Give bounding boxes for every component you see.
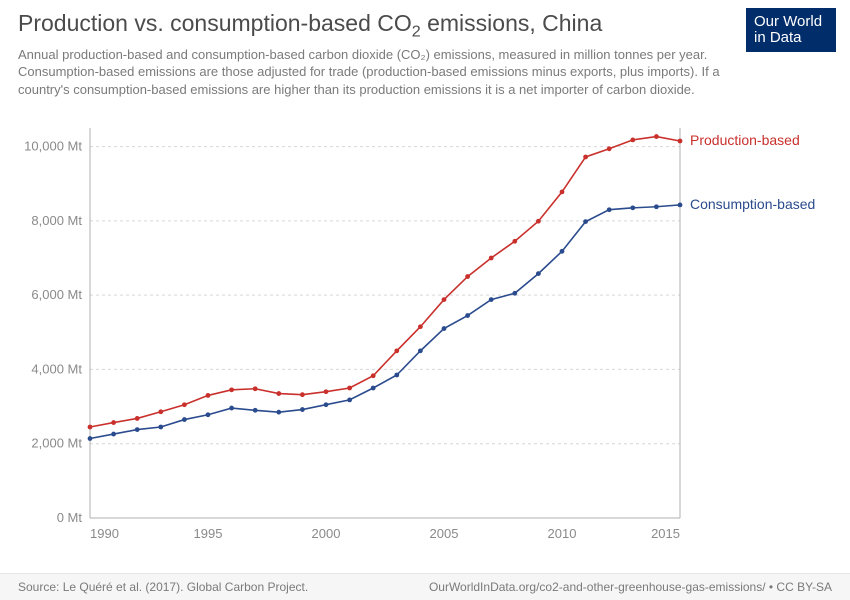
series-marker bbox=[111, 420, 116, 425]
x-tick-label: 2000 bbox=[312, 526, 341, 541]
page-subtitle: Annual production-based and consumption-… bbox=[18, 46, 738, 99]
logo-line1: Our World bbox=[754, 14, 828, 30]
series-marker bbox=[324, 402, 329, 407]
x-tick-label: 2005 bbox=[430, 526, 459, 541]
series-marker bbox=[512, 239, 517, 244]
series-marker bbox=[182, 417, 187, 422]
series-marker bbox=[135, 416, 140, 421]
series-marker bbox=[583, 155, 588, 160]
footer: Source: Le Quéré et al. (2017). Global C… bbox=[0, 573, 850, 600]
series-marker bbox=[654, 204, 659, 209]
y-tick-label: 4,000 Mt bbox=[31, 361, 82, 376]
y-tick-label: 0 Mt bbox=[57, 510, 83, 525]
series-marker bbox=[536, 271, 541, 276]
series-marker bbox=[465, 274, 470, 279]
series-marker bbox=[630, 137, 635, 142]
series-marker bbox=[324, 389, 329, 394]
series-marker bbox=[300, 392, 305, 397]
series-marker bbox=[276, 391, 281, 396]
series-marker bbox=[229, 406, 234, 411]
series-marker bbox=[465, 313, 470, 318]
series-line bbox=[90, 137, 680, 427]
source-text: Source: Le Quéré et al. (2017). Global C… bbox=[18, 580, 308, 594]
series-label: Consumption-based bbox=[690, 196, 815, 212]
series-marker bbox=[607, 146, 612, 151]
series-line bbox=[90, 205, 680, 439]
x-tick-label: 1995 bbox=[194, 526, 223, 541]
series-marker bbox=[536, 219, 541, 224]
series-marker bbox=[489, 256, 494, 261]
series-marker bbox=[206, 412, 211, 417]
series-marker bbox=[300, 407, 305, 412]
series-marker bbox=[88, 425, 93, 430]
series-marker bbox=[442, 326, 447, 331]
series-marker bbox=[560, 189, 565, 194]
series-marker bbox=[229, 387, 234, 392]
series-marker bbox=[418, 324, 423, 329]
title-part-a: Production vs. consumption-based CO bbox=[18, 10, 412, 36]
page-title: Production vs. consumption-based CO2 emi… bbox=[18, 10, 832, 42]
x-tick-label: 2010 bbox=[548, 526, 577, 541]
chart-area: 0 Mt 2,000 Mt 4,000 Mt 6,000 Mt 8,000 Mt 10,0… bbox=[0, 118, 850, 558]
series-marker bbox=[158, 425, 163, 430]
line-chart: 0 Mt 2,000 Mt 4,000 Mt 6,000 Mt 8,000 Mt 10,0… bbox=[0, 118, 850, 558]
series-marker bbox=[88, 436, 93, 441]
series-marker bbox=[253, 408, 258, 413]
series-marker bbox=[158, 409, 163, 414]
series-marker bbox=[394, 373, 399, 378]
series-marker bbox=[182, 402, 187, 407]
title-part-b: emissions, China bbox=[421, 10, 603, 36]
title-sub2: 2 bbox=[412, 23, 421, 41]
series-marker bbox=[630, 205, 635, 210]
series-marker bbox=[347, 386, 352, 391]
series-label: Production-based bbox=[690, 132, 800, 148]
series-marker bbox=[206, 393, 211, 398]
series-marker bbox=[678, 202, 683, 207]
series-marker bbox=[560, 249, 565, 254]
y-tick-label: 6,000 Mt bbox=[31, 287, 82, 302]
series-marker bbox=[607, 207, 612, 212]
owid-logo: Our World in Data bbox=[746, 8, 836, 52]
series-marker bbox=[347, 397, 352, 402]
series-marker bbox=[654, 134, 659, 139]
series-marker bbox=[442, 297, 447, 302]
series-marker bbox=[418, 348, 423, 353]
y-tick-label: 2,000 Mt bbox=[31, 436, 82, 451]
series-marker bbox=[512, 291, 517, 296]
series-marker bbox=[583, 219, 588, 224]
series-marker bbox=[489, 297, 494, 302]
x-tick-label: 2015 bbox=[651, 526, 680, 541]
series-marker bbox=[253, 386, 258, 391]
attribution-text: OurWorldInData.org/co2-and-other-greenho… bbox=[429, 580, 832, 594]
series-marker bbox=[678, 139, 683, 144]
series-marker bbox=[394, 348, 399, 353]
series-marker bbox=[276, 410, 281, 415]
x-tick-label: 1990 bbox=[90, 526, 119, 541]
y-tick-label: 8,000 Mt bbox=[31, 213, 82, 228]
series-marker bbox=[111, 432, 116, 437]
series-marker bbox=[371, 373, 376, 378]
series-marker bbox=[371, 386, 376, 391]
y-tick-label: 10,000 Mt bbox=[24, 139, 82, 154]
logo-line2: in Data bbox=[754, 30, 828, 46]
series-marker bbox=[135, 427, 140, 432]
